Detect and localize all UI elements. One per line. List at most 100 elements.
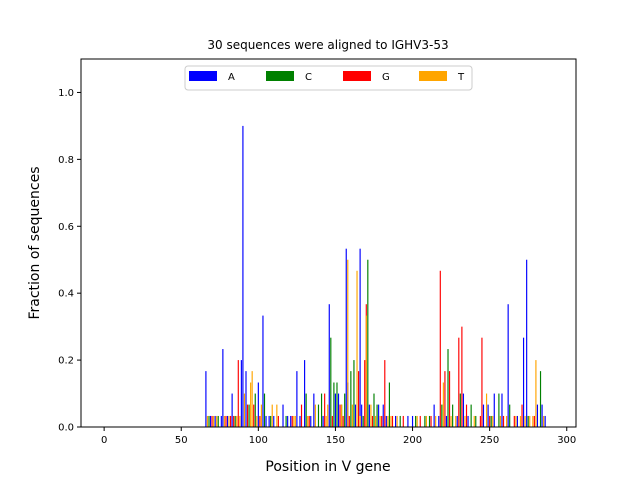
bar-G-87 (237, 360, 239, 427)
bar-T-91 (243, 393, 246, 427)
x-tick-label: 100 (249, 435, 268, 446)
bar-A-214 (433, 404, 435, 427)
bar-C-275 (527, 415, 529, 427)
bar-C-219 (441, 404, 443, 427)
bar-G-122 (291, 415, 293, 427)
bar-A-272 (522, 337, 525, 427)
bar-T-179 (379, 415, 381, 427)
bar-A-163 (354, 404, 357, 427)
bar-A-66 (205, 371, 207, 427)
legend-label-T: T (457, 72, 465, 83)
bar-C-238 (470, 404, 472, 427)
legend-swatch-G (343, 71, 371, 81)
bar-A-172 (368, 404, 370, 427)
bar-T-278 (532, 415, 534, 427)
bar-C-68 (208, 415, 210, 427)
y-axis-label: Fraction of sequences (27, 166, 43, 319)
bar-C-94 (248, 404, 250, 427)
bar-T-273 (524, 415, 526, 427)
bar-C-149 (333, 382, 335, 427)
bar-T-166 (359, 415, 361, 427)
bar-A-286 (544, 415, 546, 427)
bar-T-186 (390, 415, 392, 427)
bar-T-67 (206, 415, 209, 427)
bar-C-251 (490, 415, 492, 427)
bar-G-235 (465, 404, 468, 427)
bar-A-100 (257, 382, 259, 427)
bar-T-280 (535, 360, 537, 427)
bar-T-99 (256, 415, 258, 427)
plot-area (80, 58, 577, 428)
bar-A-167 (361, 404, 363, 427)
bar-G-279 (533, 415, 535, 427)
bar-A-80 (226, 415, 229, 427)
bar-G-174 (371, 415, 374, 427)
bar-C-192 (399, 415, 401, 427)
bar-T-285 (543, 415, 545, 427)
bar-T-145 (327, 404, 329, 427)
bar-A-157 (345, 248, 347, 427)
bar-C-160 (350, 371, 352, 427)
bar-G-250 (489, 415, 491, 427)
bar-G-97 (253, 404, 255, 427)
bar-G-128 (300, 404, 303, 427)
bar-T-144 (325, 415, 327, 427)
bar-A-258 (501, 393, 503, 427)
bar-G-153 (339, 404, 341, 427)
bar-A-166 (359, 248, 361, 427)
y-tick-label: 1.0 (58, 88, 74, 99)
bar-T-225 (450, 415, 452, 427)
bar-G-182 (384, 360, 386, 427)
bar-G-244 (479, 415, 481, 427)
bar-T-203 (416, 415, 418, 427)
bar-A-121 (290, 415, 292, 427)
bar-C-171 (367, 259, 369, 427)
bar-T-109 (271, 404, 273, 427)
bar-C-168 (362, 415, 364, 427)
bar-A-233 (462, 393, 465, 427)
bar-G-212 (430, 415, 432, 427)
bar-G-266 (513, 415, 515, 427)
x-tick-label: 300 (557, 435, 576, 446)
bar-A-152 (337, 393, 340, 427)
bar-T-170 (365, 315, 367, 427)
bar-T-95 (250, 382, 252, 427)
bar-G-79 (225, 415, 227, 427)
bar-C-175 (373, 393, 375, 427)
bar-C-74 (217, 415, 219, 427)
bar-C-118 (285, 415, 287, 427)
bar-C-263 (509, 404, 511, 427)
chart-title: 30 sequences were aligned to IGHV3-53 (207, 38, 448, 52)
legend-label-C: C (305, 72, 312, 83)
bar-A-69 (209, 415, 212, 427)
bar-T-261 (506, 415, 508, 427)
bar-A-83 (231, 393, 233, 427)
bar-A-183 (385, 415, 387, 427)
x-tick-label: 50 (175, 435, 188, 446)
legend-label-A: A (228, 72, 235, 83)
bar-A-125 (296, 371, 298, 427)
bar-C-177 (376, 404, 378, 427)
bar-A-134 (310, 415, 312, 427)
bar-A-92 (245, 371, 247, 427)
bar-A-268 (516, 415, 518, 427)
bar-T-96 (251, 371, 253, 427)
bar-T-158 (347, 259, 349, 427)
bar-C-141 (320, 393, 323, 427)
legend-swatch-C (266, 71, 294, 81)
bar-C-226 (452, 404, 454, 427)
bar-A-246 (482, 404, 485, 427)
y-axis-ticks: 0.0 0.2 0.4 0.6 0.8 1.0 (58, 88, 81, 434)
bar-G-224 (448, 371, 451, 427)
bar-A-200 (411, 415, 414, 427)
bar-C-208 (424, 415, 426, 427)
x-axis-label: Position in V gene (265, 459, 390, 475)
x-tick-label: 250 (480, 435, 499, 446)
bar-G-232 (461, 326, 463, 427)
bar-A-236 (467, 415, 469, 427)
bar-C-185 (388, 382, 390, 427)
bar-T-81 (228, 415, 230, 427)
bar-A-107 (268, 415, 270, 427)
bar-T-248 (485, 393, 488, 427)
